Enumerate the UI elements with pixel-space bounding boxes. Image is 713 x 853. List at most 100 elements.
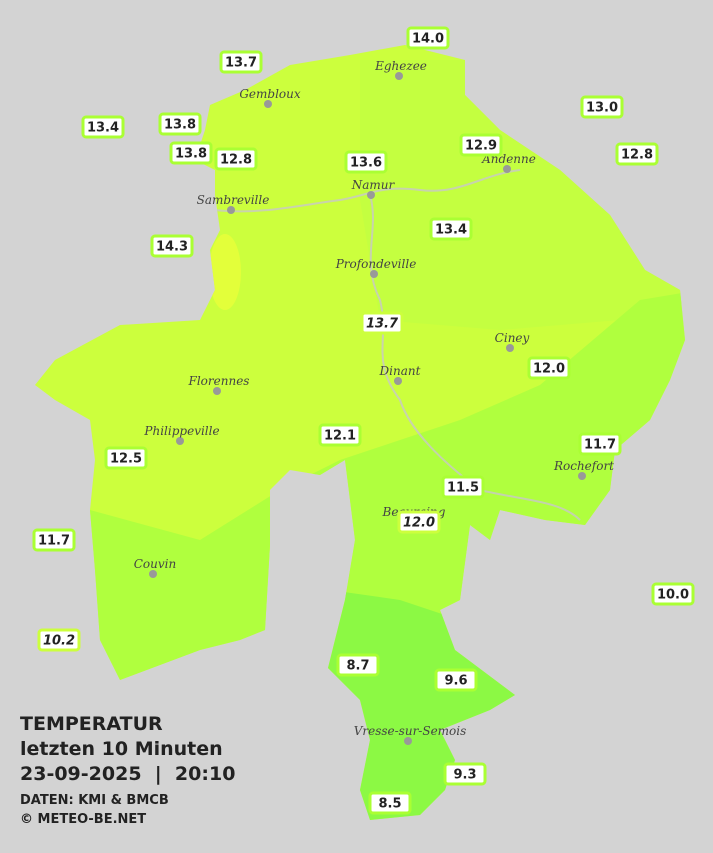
station-box [81,115,125,139]
station: 13.6 [344,150,388,174]
station-box [158,112,202,136]
station-value: 8.7 [346,659,369,674]
city-dot [264,100,272,108]
station: 10.2 [37,628,81,652]
station: 12.0 [527,356,571,380]
city-dot [503,165,511,173]
station-box [344,150,388,174]
city-label: Dinant [379,364,421,378]
city-dot [213,387,221,395]
station-value: 9.6 [444,674,467,689]
station-value: 11.7 [38,534,70,549]
city-dot [404,737,412,745]
city-label: Gembloux [239,87,301,101]
station-box [32,528,76,552]
copyright: © METEO-BE.NET [20,812,146,827]
datetime: 23-09-2025 | 20:10 [20,763,235,785]
city-label: Profondeville [335,257,417,271]
station: 13.4 [81,115,125,139]
station: 11.7 [578,432,622,456]
city-label: Sambreville [197,193,270,207]
station-box [429,217,473,241]
station-value: 10.0 [657,588,689,603]
stations: 14.0 13.7 13.4 13.8 13.8 12.8 13.6 12.9 13.0 12.8… [32,26,695,815]
station-box [104,446,148,470]
city-dot [506,344,514,352]
station: 9.3 [443,762,487,786]
station-box [527,356,571,380]
station-value: 12.5 [110,452,142,467]
station-box [406,26,450,50]
station: 8.5 [368,791,412,815]
station-value: 9.3 [453,768,476,783]
station-value: 12.9 [465,139,497,154]
station-value: 13.0 [586,101,618,116]
station: 14.0 [406,26,450,50]
city-label: Eghezee [374,59,427,73]
station-box [169,141,213,165]
station-value: 12.0 [533,362,565,377]
subtitle: letzten 10 Minuten [20,738,223,760]
city-label: Florennes [188,374,250,388]
station: 13.7 [360,311,404,335]
city-label: Couvin [134,557,176,571]
station-value: 12.1 [324,429,356,444]
station-box [37,628,81,652]
station-box [150,234,194,258]
station-box [441,475,485,499]
city-label: Ciney [495,331,530,345]
station-value: 14.0 [412,32,444,47]
station-box [615,142,659,166]
station: 8.7 [336,653,380,677]
station-box [214,147,258,171]
city-dot [176,437,184,445]
station-value: 10.2 [43,634,75,649]
station: 11.7 [32,528,76,552]
station: 13.8 [169,141,213,165]
city-label: Namur [351,178,396,192]
city-dot [367,191,375,199]
station: 9.6 [434,668,478,692]
station-value: 13.7 [225,56,257,71]
station-value: 13.7 [366,317,399,332]
station: 12.5 [104,446,148,470]
station-box [368,791,412,815]
station-box [318,423,362,447]
city-label: Vresse-sur-Semois [354,724,467,738]
station-value: 13.6 [350,156,382,171]
station-box [336,653,380,677]
station: 11.5 [441,475,485,499]
city-dot [395,72,403,80]
station-value: 8.5 [378,797,401,812]
station: 12.9 [459,133,503,157]
title: TEMPERATUR [20,713,163,735]
station-box [443,762,487,786]
station-box [397,510,441,534]
station-value: 13.4 [87,121,119,136]
city-label: Rochefort [553,459,614,473]
station-box [434,668,478,692]
city-dot [227,206,235,214]
city-dot [578,472,586,480]
station-value: 13.4 [435,223,467,238]
station: 12.8 [214,147,258,171]
station-value: 11.7 [584,438,616,453]
city-dot [394,377,402,385]
station-box [219,50,263,74]
station-box [580,95,624,119]
city-dot [149,570,157,578]
station-box [578,432,622,456]
station-value: 12.8 [621,148,653,163]
station-value: 12.8 [220,153,252,168]
source: DATEN: KMI & BMCB [20,793,169,808]
station-value: 11.5 [447,481,479,496]
city-dot [370,270,378,278]
station: 13.0 [580,95,624,119]
station-value: 14.3 [156,240,188,255]
station: 14.3 [150,234,194,258]
city-label: Philippeville [143,424,219,438]
station-value: 13.8 [175,147,207,162]
station-box [360,311,404,335]
